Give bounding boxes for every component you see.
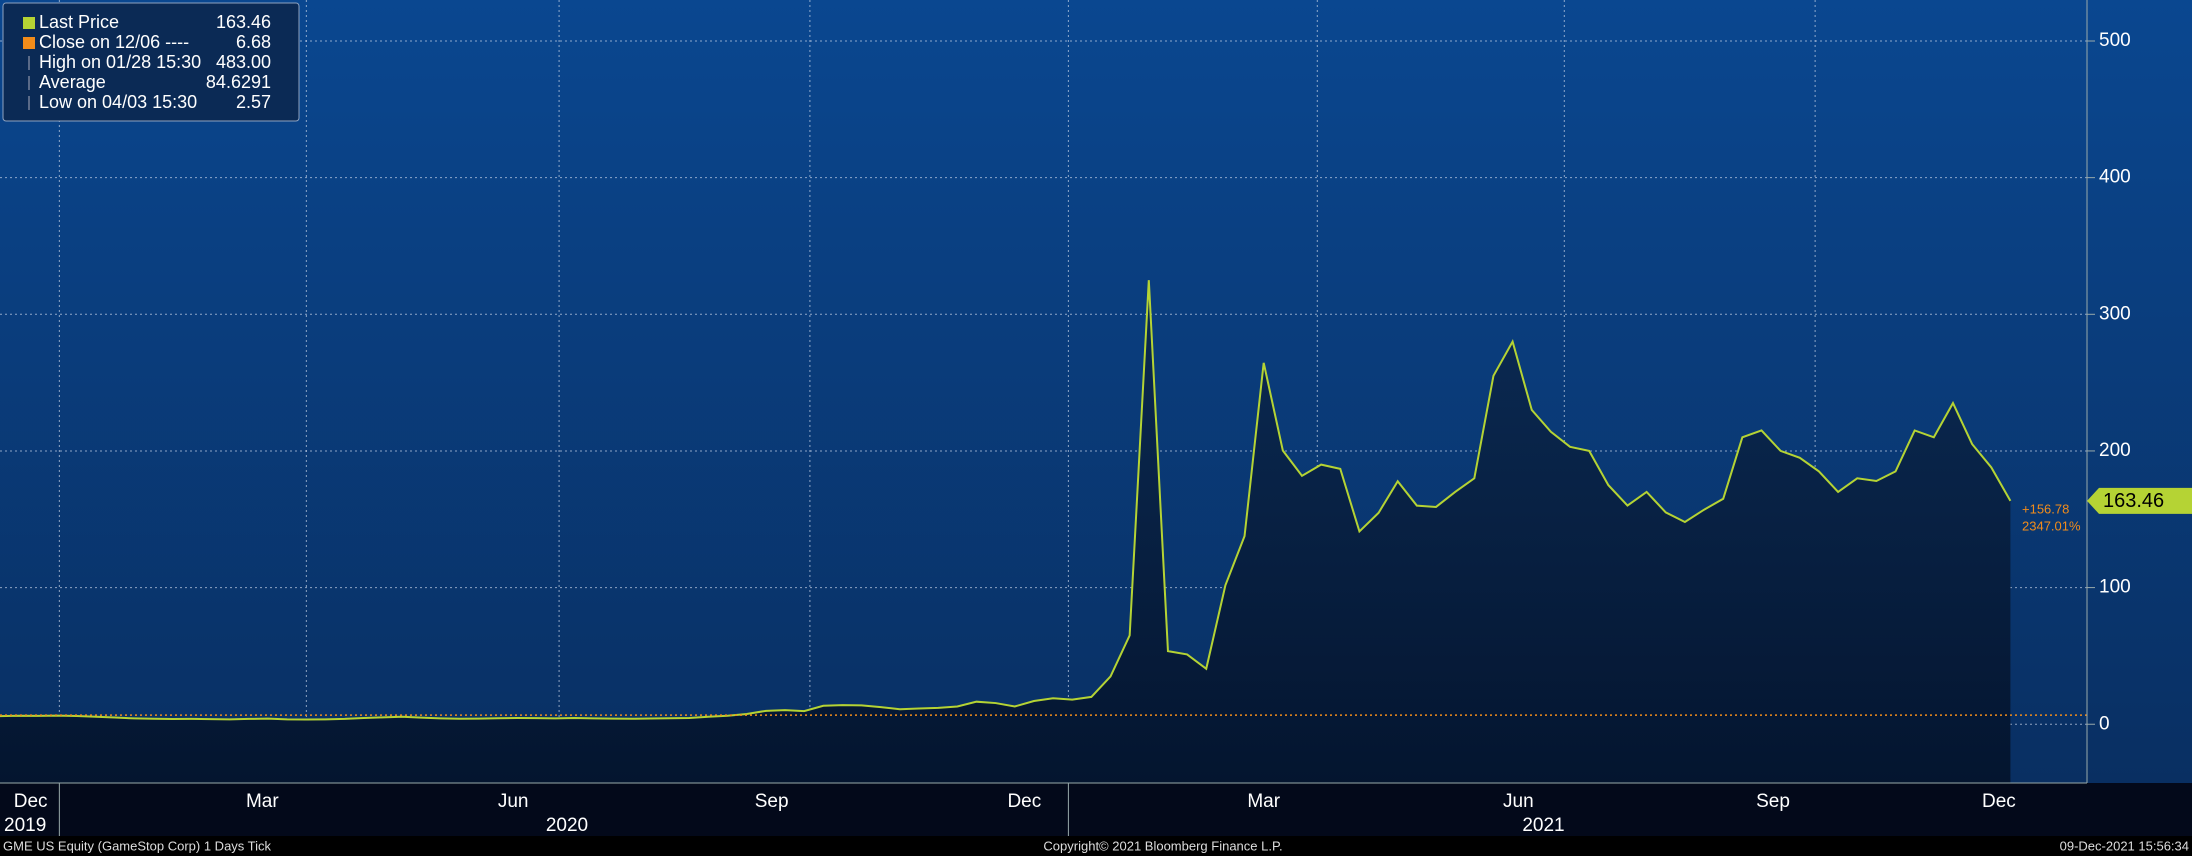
- legend-value: 84.6291: [206, 72, 271, 92]
- x-tick-label: Sep: [1756, 791, 1790, 812]
- footer-center: Copyright© 2021 Bloomberg Finance L.P.: [1043, 838, 1282, 853]
- y-tick-label: 100: [2099, 577, 2131, 598]
- legend-label: Close on 12/06 ----: [39, 32, 189, 52]
- x-tick-label: Dec: [1007, 791, 1041, 812]
- y-tick-label: 200: [2099, 440, 2131, 461]
- area: [0, 280, 2011, 783]
- last-price-tag: [2087, 487, 2192, 514]
- change-pct-label: 2347.01%: [2022, 518, 2081, 533]
- y-tick-label: 500: [2099, 30, 2131, 51]
- legend-swatch: [23, 37, 35, 49]
- x-tick-label: Jun: [1503, 791, 1534, 812]
- legend-value: 163.46: [216, 12, 271, 32]
- legend: Last Price 163.46 Close on 12/06 ---- 6.68 H…: [2, 2, 300, 122]
- footer-left: GME US Equity (GameStop Corp) 1 Days Tic…: [3, 838, 272, 853]
- legend-value: 6.68: [236, 32, 271, 52]
- y-tick-label: 300: [2099, 303, 2131, 324]
- footer-band: [0, 836, 2192, 856]
- x-tick-label: Sep: [755, 791, 789, 812]
- legend-value: 2.57: [236, 92, 271, 112]
- legend-label: Last Price: [39, 12, 119, 32]
- legend-box: [2, 2, 300, 122]
- x-tick-label: Jun: [498, 791, 529, 812]
- year-label: 2020: [546, 815, 588, 836]
- legend-swatch: [23, 17, 35, 29]
- legend-label: Average: [39, 72, 106, 92]
- x-tick-label: Mar: [1247, 791, 1280, 812]
- legend-value: 483.00: [216, 52, 271, 72]
- year-label: 2021: [1522, 815, 1564, 836]
- x-tick-label: Mar: [246, 791, 279, 812]
- x-tick-label: Dec: [1982, 791, 2016, 812]
- price-line: [0, 280, 2012, 721]
- change-label: +156.78: [2022, 501, 2069, 516]
- year-label: 2019: [4, 815, 46, 836]
- last-price-label: 163.46: [2103, 490, 2164, 512]
- footer-right: 09-Dec-2021 15:56:34: [2060, 838, 2189, 853]
- legend-label: High on 01/28 15:30: [39, 52, 201, 72]
- y-tick-label: 0: [2099, 713, 2110, 734]
- y-tick-label: 400: [2099, 167, 2131, 188]
- legend-label: Low on 04/03 15:30: [39, 92, 197, 112]
- x-tick-label: Dec: [14, 791, 48, 812]
